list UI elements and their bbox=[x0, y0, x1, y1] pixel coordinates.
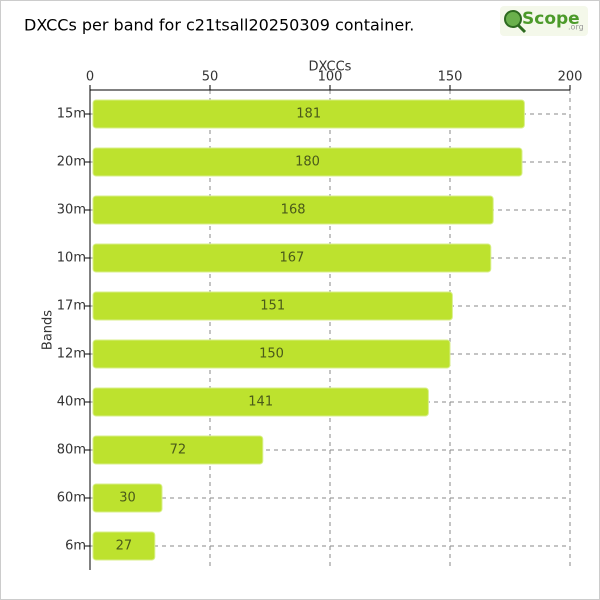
value-label: 150 bbox=[259, 347, 284, 362]
bar bbox=[92, 483, 163, 513]
logo-suffix: .org bbox=[568, 23, 584, 32]
logo-icon bbox=[504, 10, 522, 28]
y-tick-label: 40m bbox=[57, 395, 86, 410]
y-tick-label: 10m bbox=[57, 251, 86, 266]
chart-title: DXCCs per band for c21tsall20250309 cont… bbox=[24, 16, 414, 35]
value-label: 141 bbox=[248, 395, 273, 410]
x-tick-label: 0 bbox=[86, 70, 94, 85]
y-tick-label: 20m bbox=[57, 155, 86, 170]
y-tick-label: 12m bbox=[57, 347, 86, 362]
bar bbox=[92, 195, 494, 225]
bar bbox=[92, 531, 156, 561]
logo-handle bbox=[516, 23, 527, 34]
bar bbox=[92, 387, 429, 417]
value-label: 151 bbox=[260, 299, 285, 314]
value-label: 167 bbox=[279, 251, 304, 266]
y-tick-label: 15m bbox=[57, 107, 86, 122]
x-tick-label: 200 bbox=[558, 70, 583, 85]
value-label: 180 bbox=[295, 155, 320, 170]
logo: Scope .org bbox=[500, 6, 588, 36]
bar bbox=[92, 435, 264, 465]
bar bbox=[92, 339, 451, 369]
bar bbox=[92, 291, 453, 321]
value-label: 27 bbox=[116, 539, 133, 554]
y-tick-label: 6m bbox=[65, 539, 86, 554]
y-tick-label: 60m bbox=[57, 491, 86, 506]
bar bbox=[92, 147, 523, 177]
value-label: 72 bbox=[170, 443, 187, 458]
x-tick-label: 100 bbox=[318, 70, 343, 85]
y-tick-label: 30m bbox=[57, 203, 86, 218]
value-label: 168 bbox=[281, 203, 306, 218]
y-tick-label: 80m bbox=[57, 443, 86, 458]
value-label: 181 bbox=[296, 107, 321, 122]
bar bbox=[92, 99, 525, 129]
logo-text: Scope bbox=[522, 9, 580, 29]
y-tick-label: 17m bbox=[57, 299, 86, 314]
x-axis-label: DXCCs bbox=[309, 60, 352, 75]
x-tick-label: 150 bbox=[438, 70, 463, 85]
bar bbox=[92, 243, 492, 273]
x-tick-label: 50 bbox=[202, 70, 219, 85]
value-label: 30 bbox=[119, 491, 136, 506]
y-axis-label: Bands bbox=[41, 310, 56, 350]
